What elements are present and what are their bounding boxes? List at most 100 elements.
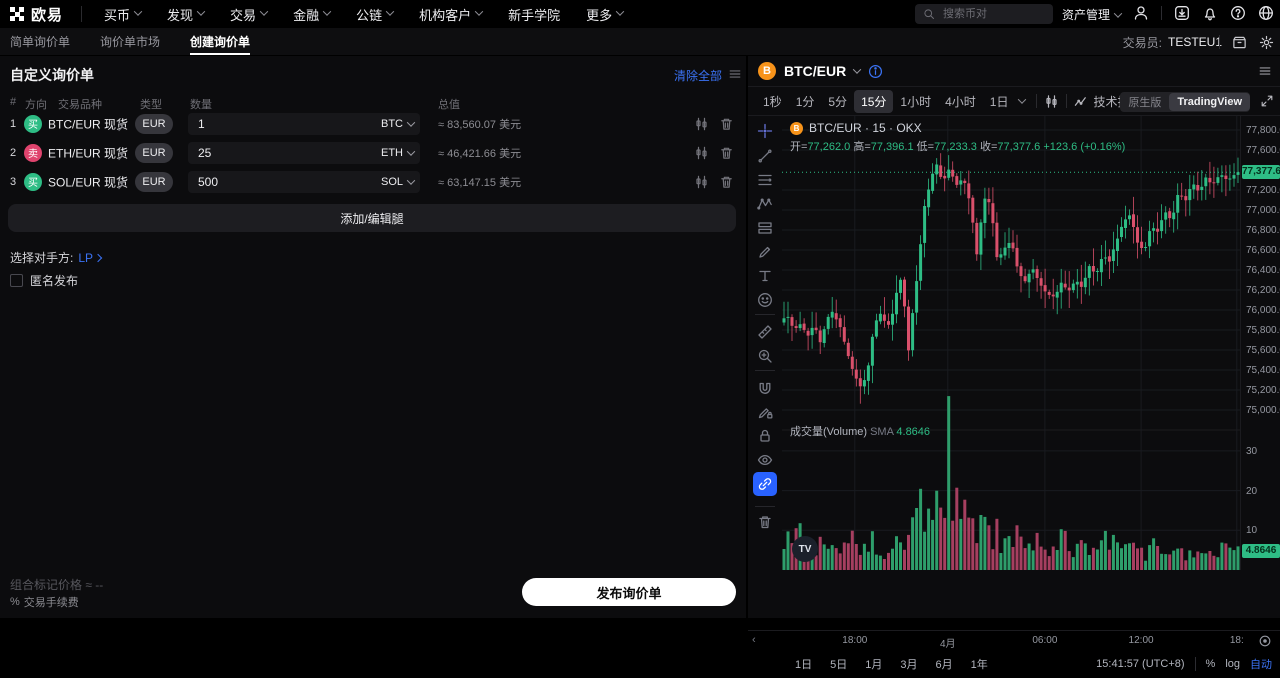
auto-scale-button[interactable]: 自动 — [1250, 659, 1272, 671]
timeframe-4h[interactable]: 4小时 — [945, 94, 976, 109]
position-tool-icon[interactable] — [757, 220, 773, 236]
menu-trade[interactable]: 交易 — [230, 5, 269, 24]
menu-chain[interactable]: 公链 — [356, 5, 395, 24]
menu-academy[interactable]: 新手学院 — [508, 7, 561, 23]
currency-button[interactable]: EUR — [135, 113, 173, 134]
panel-menu-icon[interactable] — [728, 67, 742, 81]
chevron-down-icon[interactable] — [852, 65, 862, 74]
tab-simple-rfq[interactable]: 简单询价单 — [10, 35, 71, 49]
currency-button[interactable]: EUR — [135, 171, 173, 192]
pair-selector[interactable]: SOL/EUR 现货 — [48, 175, 129, 189]
candlestick-chart[interactable] — [782, 116, 1240, 570]
tradingview-mode-button[interactable]: TradingView — [1169, 93, 1250, 111]
indicator-icon[interactable] — [1074, 94, 1089, 109]
info-icon[interactable] — [868, 64, 883, 79]
xabcd-pattern-tool-icon[interactable] — [757, 196, 773, 212]
download-app-icon[interactable] — [1174, 5, 1190, 21]
fib-retracement-tool-icon[interactable] — [757, 172, 773, 188]
timeframe-1d[interactable]: 1日 — [989, 94, 1009, 109]
pair-selector[interactable]: ETH/EUR 现货 — [48, 146, 129, 160]
range-3mo[interactable]: 3月 — [900, 659, 918, 671]
language-globe-icon[interactable] — [1258, 5, 1274, 21]
lock-drawings-tool-icon[interactable] — [757, 404, 773, 420]
lock-tool-icon[interactable] — [757, 428, 773, 444]
quantity-input[interactable] — [196, 144, 381, 161]
candle-type-icon[interactable] — [1044, 94, 1059, 109]
menu-finance[interactable]: 金融 — [293, 5, 332, 24]
brand[interactable]: 欧易 — [0, 6, 83, 24]
go-to-realtime-icon[interactable] — [1258, 634, 1272, 648]
menu-more[interactable]: 更多 — [586, 5, 625, 24]
quantity-input[interactable] — [196, 173, 381, 190]
chart-menu-icon[interactable] — [1258, 64, 1272, 78]
menu-discover[interactable]: 发现 — [167, 5, 206, 24]
clock[interactable]: 15:41:57 (UTC+8) — [1096, 658, 1185, 670]
price-axis[interactable]: 77,800.0 77,600.0 77,200.0 77,000.0 76,800.0… — [1240, 116, 1280, 570]
quantity-input[interactable] — [196, 115, 381, 132]
range-1mo[interactable]: 1月 — [865, 659, 883, 671]
view-chart-icon[interactable] — [694, 116, 709, 131]
fullscreen-icon[interactable] — [1260, 94, 1274, 108]
delete-leg-icon[interactable] — [719, 174, 734, 189]
settings-gear-icon[interactable] — [1259, 35, 1274, 50]
time-axis[interactable]: ‹ 18:00 4月 06:00 12:00 18: — [748, 630, 1280, 650]
scroll-left-arrow[interactable]: ‹ — [752, 634, 756, 646]
menu-buy-crypto[interactable]: 买币 — [104, 5, 143, 24]
view-chart-icon[interactable] — [694, 145, 709, 160]
timeframe-5m[interactable]: 5分 — [828, 94, 848, 109]
price-tick: 76,800.0 — [1246, 225, 1280, 236]
zoom-in-tool-icon[interactable] — [757, 348, 773, 364]
tab-create-rfq[interactable]: 创建询价单 — [190, 28, 251, 55]
ruler-tool-icon[interactable] — [757, 324, 773, 340]
crosshair-tool-icon[interactable] — [757, 123, 773, 139]
chevron-down-icon[interactable] — [406, 175, 416, 185]
counterparty-selector[interactable]: LP — [78, 251, 103, 265]
fee-line[interactable]: % 交易手续费 — [10, 596, 79, 609]
timeframe-1m[interactable]: 1分 — [795, 94, 815, 109]
hide-drawings-eye-icon[interactable] — [757, 452, 773, 468]
delete-leg-icon[interactable] — [719, 145, 734, 160]
percent-scale-button[interactable]: % — [1205, 658, 1216, 670]
notifications-icon[interactable] — [1202, 5, 1218, 21]
tab-rfq-market[interactable]: 询价单市场 — [100, 35, 161, 49]
timeframe-1s[interactable]: 1秒 — [763, 94, 782, 109]
quantity-field[interactable]: ETH — [188, 141, 420, 164]
user-icon[interactable] — [1133, 5, 1149, 21]
text-tool-icon[interactable] — [757, 268, 773, 284]
brush-tool-icon[interactable] — [757, 244, 773, 260]
trendline-tool-icon[interactable] — [757, 148, 773, 164]
log-scale-button[interactable]: log — [1225, 658, 1240, 670]
anonymous-checkbox[interactable] — [10, 274, 23, 287]
range-5d[interactable]: 5日 — [830, 659, 848, 671]
clear-all-link[interactable]: 清除全部 — [673, 69, 722, 83]
chevron-down-icon[interactable] — [406, 146, 416, 156]
pair-selector[interactable]: BTC/EUR 现货 — [48, 117, 129, 131]
timeframe-1h[interactable]: 1小时 — [900, 94, 932, 109]
archive-box-icon[interactable] — [1232, 35, 1247, 50]
quantity-field[interactable]: SOL — [188, 170, 420, 193]
quantity-field[interactable]: BTC — [188, 112, 420, 135]
chart-symbol[interactable]: BTC/EUR — [784, 63, 847, 79]
assets-menu[interactable]: 资产管理 — [1062, 6, 1123, 23]
currency-button[interactable]: EUR — [135, 142, 173, 163]
view-chart-icon[interactable] — [694, 174, 709, 189]
chevron-down-icon[interactable] — [406, 117, 416, 127]
timeframe-15m[interactable]: 15分 — [854, 89, 894, 113]
delete-leg-icon[interactable] — [719, 116, 734, 131]
chevron-down-icon[interactable] — [1018, 95, 1027, 104]
range-6mo[interactable]: 6月 — [935, 659, 953, 671]
help-icon[interactable] — [1230, 5, 1246, 21]
menu-institutional[interactable]: 机构客户 — [419, 5, 484, 24]
magnet-tool-icon[interactable] — [757, 380, 773, 396]
search-box[interactable] — [915, 4, 1053, 24]
range-1y[interactable]: 1年 — [970, 659, 988, 671]
add-edit-leg-button[interactable]: 添加/编辑腿 — [8, 204, 736, 232]
emoji-tool-icon[interactable] — [757, 292, 773, 308]
sync-link-tool-icon[interactable] — [753, 472, 777, 496]
anonymous-label: 匿名发布 — [30, 274, 79, 288]
publish-rfq-button[interactable]: 发布询价单 — [522, 578, 736, 606]
range-1d[interactable]: 1日 — [795, 659, 813, 671]
native-mode-button[interactable]: 原生版 — [1128, 97, 1162, 109]
search-input[interactable] — [941, 7, 1041, 21]
remove-drawings-trash-icon[interactable] — [757, 514, 773, 530]
